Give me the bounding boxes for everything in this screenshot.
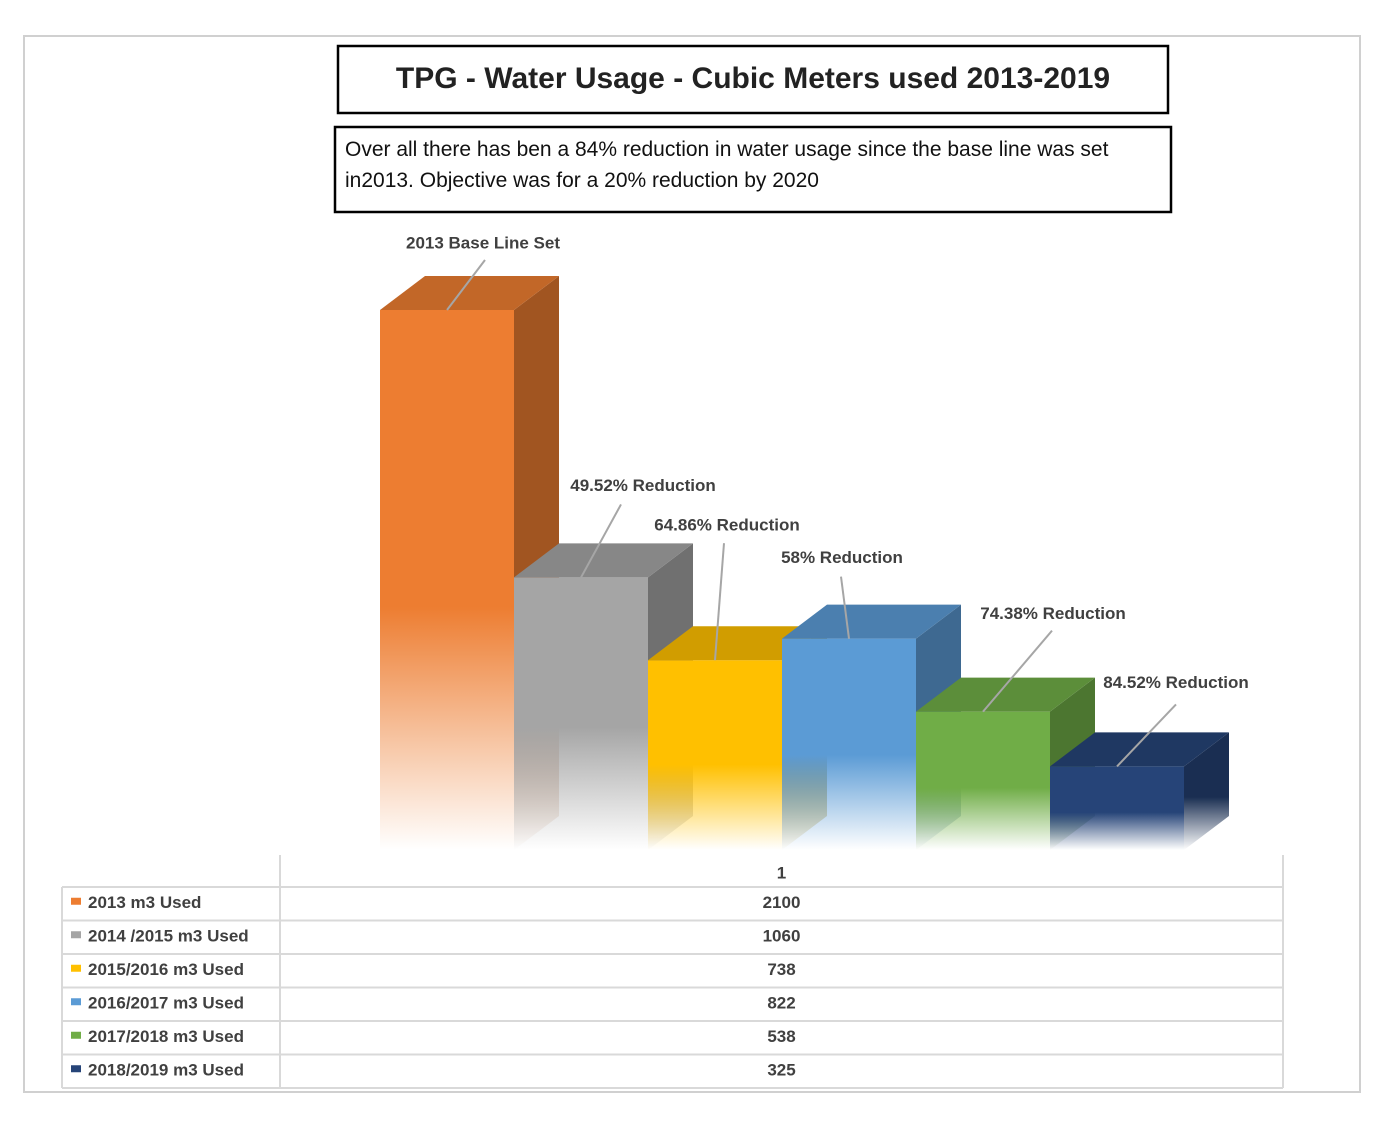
data-label: 64.86% Reduction <box>654 516 800 535</box>
data-label: 49.52% Reduction <box>570 476 716 495</box>
subtitle-wrap: Over all there has ben a 84% reduction i… <box>345 138 1109 192</box>
leader-line <box>840 576 850 639</box>
chart-title: TPG - Water Usage - Cubic Meters used 20… <box>396 62 1110 95</box>
subtitle: Over all there has ben a 84% reduction i… <box>345 138 1109 192</box>
data-label: 84.52% Reduction <box>1103 673 1249 692</box>
leader-line <box>982 630 1053 713</box>
subtitle-box <box>333 125 1173 214</box>
bar-front <box>782 638 916 850</box>
leader-line <box>714 543 725 661</box>
bar-side <box>1184 732 1229 850</box>
data-label: 58% Reduction <box>781 548 903 567</box>
legend-label: 2018/2019 m3 Used <box>88 1061 244 1080</box>
bar-top <box>916 677 1095 712</box>
legend-swatch <box>71 931 81 939</box>
leader-line <box>1116 703 1177 768</box>
legend-label: 2017/2018 m3 Used <box>88 1027 244 1046</box>
data-label: 2013 Base Line Set <box>406 233 560 252</box>
bar-top <box>514 543 693 578</box>
table-value: 538 <box>767 1027 795 1046</box>
leader-line <box>580 503 622 578</box>
title-box <box>336 44 1170 115</box>
data-label: 74.38% Reduction <box>980 604 1126 623</box>
table-value: 325 <box>767 1061 795 1080</box>
legend-label: 2016/2017 m3 Used <box>88 994 244 1013</box>
bar-front <box>648 660 782 850</box>
bar-top <box>1050 732 1229 767</box>
bar-front <box>380 310 514 850</box>
bar-top <box>380 276 559 310</box>
legend-swatch <box>71 998 81 1006</box>
bar-top <box>782 604 961 639</box>
bar-front <box>514 577 648 850</box>
table-value: 822 <box>767 994 795 1013</box>
legend-label: 2013 m3 Used <box>88 893 201 912</box>
legend-label: 2015/2016 m3 Used <box>88 960 244 979</box>
leader-line <box>446 259 486 311</box>
table-header: 1 <box>777 863 786 882</box>
legend-swatch <box>71 1031 81 1039</box>
table-value: 738 <box>767 960 795 979</box>
legend-swatch <box>71 964 81 972</box>
table-value: 1060 <box>763 927 801 946</box>
legend-swatch <box>71 897 81 905</box>
legend-swatch <box>71 1065 81 1073</box>
table-value: 2100 <box>763 893 801 912</box>
bar-front <box>916 711 1050 850</box>
legend-label: 2014 /2015 m3 Used <box>88 927 249 946</box>
bar-front <box>1050 766 1184 850</box>
